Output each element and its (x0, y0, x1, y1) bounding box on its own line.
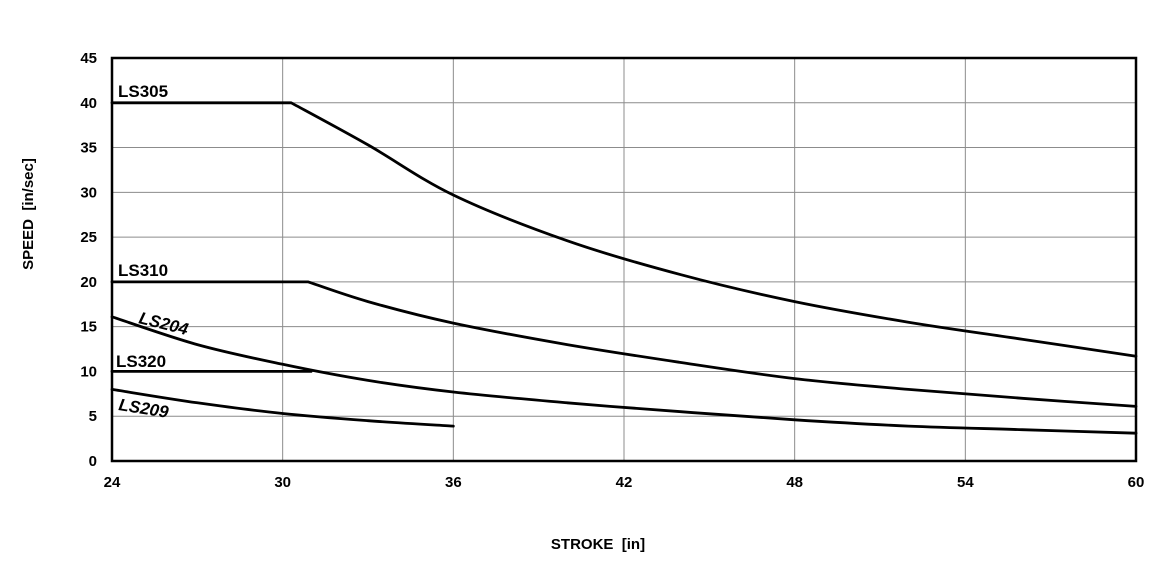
series-line-ls305 (110, 101, 1138, 358)
y-axis-title: SPEED [in/sec] (20, 158, 37, 270)
series-lines (110, 101, 1138, 435)
y-tick-label: 40 (80, 95, 97, 112)
y-tick-label: 10 (80, 363, 97, 380)
series-label-ls320: LS320 (116, 352, 166, 371)
y-tick-label: 15 (80, 319, 97, 336)
x-tick-label: 24 (104, 474, 121, 491)
series-label-ls305: LS305 (118, 82, 168, 101)
y-tick-label: 35 (80, 140, 97, 157)
series-label-ls209: LS209 (117, 395, 170, 422)
y-tick-label: 0 (89, 453, 97, 470)
series-line-ls204 (110, 315, 1138, 435)
x-tick-labels: 24 30 36 42 48 54 60 (104, 474, 1145, 491)
x-tick-label: 60 (1128, 474, 1145, 491)
x-tick-label: 36 (445, 474, 462, 491)
y-tick-label: 20 (80, 274, 97, 291)
x-tick-label: 42 (616, 474, 633, 491)
x-axis-title: STROKE [in] (551, 536, 645, 553)
series-line-ls310 (110, 280, 1138, 408)
x-tick-label: 30 (274, 474, 291, 491)
x-tick-label: 48 (786, 474, 803, 491)
y-tick-label: 30 (80, 184, 97, 201)
y-tick-label: 25 (80, 229, 97, 246)
series-label-ls310: LS310 (118, 261, 168, 280)
series-line-ls209 (110, 388, 455, 428)
plot-frame (110, 56, 1138, 463)
y-tick-label: 45 (80, 50, 97, 67)
y-tick-labels: 0 5 10 15 20 25 30 35 40 45 (80, 50, 97, 470)
x-tick-label: 54 (957, 474, 974, 491)
y-tick-label: 5 (89, 408, 97, 425)
